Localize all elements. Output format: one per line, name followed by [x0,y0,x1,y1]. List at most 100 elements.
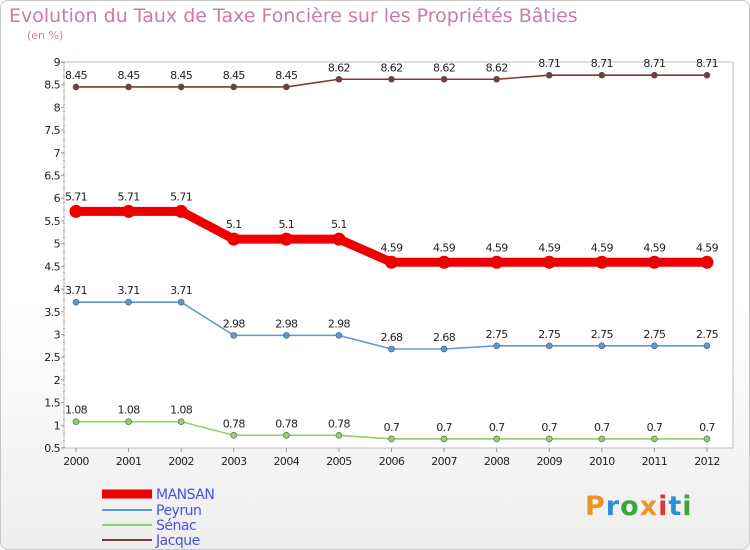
data-label: 1.08 [170,404,193,417]
data-point [703,342,711,350]
proxiti-logo: Proxiti [585,491,693,522]
y-tick-label: 0.5 [44,442,60,455]
legend-label: Peyrun [156,503,201,519]
data-label: 8.62 [380,61,402,74]
y-tick-label: 5 [54,238,61,251]
logo-letter: x [639,491,659,522]
y-tick-label: 7.5 [44,124,60,137]
data-point [545,71,553,79]
logo-letter: r [605,491,621,522]
data-label: 8.71 [643,57,665,70]
data-point [440,75,448,83]
data-point [703,435,711,443]
x-tick-label: 2005 [326,455,352,468]
legend-label: MANSAN [156,487,214,503]
x-tick-label: 2000 [63,455,89,468]
data-label: 0.7 [384,421,400,434]
data-label: 8.45 [275,69,298,82]
data-label: 0.7 [647,421,663,434]
data-label: 0.78 [223,417,246,430]
data-label: 0.7 [594,421,610,434]
data-point [542,255,556,269]
data-label: 5.1 [278,218,294,231]
logo-letter: o [620,491,640,522]
data-label: 2.75 [486,328,509,341]
y-tick-label: 4.5 [44,260,60,273]
y-tick-label: 2.5 [44,351,60,364]
data-point [700,255,714,269]
data-label: 2.75 [591,328,614,341]
x-tick-label: 2009 [536,455,562,468]
x-tick-label: 2004 [274,455,300,468]
data-point [388,435,395,443]
y-tick-label: 1.5 [44,397,60,410]
y-tick-label: 2 [54,374,60,387]
plot-area [63,61,734,449]
data-label: 2.98 [275,317,298,330]
data-point [595,255,609,269]
data-point [177,83,185,91]
data-label: 5.71 [170,190,192,203]
data-point [177,298,185,306]
data-label: 4.59 [643,241,666,254]
x-tick-label: 2010 [589,455,615,468]
data-label: 8.71 [696,57,718,70]
x-tick-label: 2011 [642,455,668,468]
data-point [283,332,290,339]
data-point [651,71,658,79]
data-label: 4.59 [696,241,719,254]
data-point [647,255,661,269]
data-label: 8.71 [538,57,560,70]
legend-label: Jacque [155,533,200,549]
data-label: 0.7 [489,421,505,434]
data-point [279,232,293,246]
data-point [335,75,343,83]
data-point [335,431,343,439]
data-point [125,83,132,91]
data-point [493,342,500,350]
data-point [440,345,448,353]
data-label: 2.68 [380,331,403,344]
data-point [651,342,658,350]
data-label: 8.45 [118,69,141,82]
data-point [545,435,553,443]
data-label: 3.71 [170,284,192,297]
legend-label: Sénac [156,518,196,534]
data-label: 4.59 [486,241,509,254]
data-label: 0.7 [541,421,557,434]
y-tick-label: 6.5 [44,170,60,183]
data-point [545,342,553,350]
data-point [703,71,711,79]
data-label: 8.62 [328,61,350,74]
x-tick-label: 2008 [484,455,510,468]
y-tick-label: 3.5 [44,306,60,319]
y-tick-label: 9 [54,56,61,69]
data-label: 3.71 [118,284,140,297]
data-point [230,332,238,339]
data-point [651,435,658,443]
data-label: 4.59 [433,241,456,254]
data-label: 5.71 [118,190,140,203]
y-tick-label: 4 [54,283,61,296]
data-label: 8.62 [433,61,455,74]
logo-letter: i [658,491,669,522]
x-tick-label: 2012 [694,455,720,468]
y-tick-label: 6 [54,192,61,205]
data-point [283,431,290,439]
data-point [125,418,132,425]
data-point [332,232,346,246]
data-point [227,232,241,246]
data-point [598,435,606,443]
data-label: 1.08 [118,404,141,417]
data-label: 4.59 [380,241,403,254]
data-point [125,298,132,306]
data-label: 2.98 [223,317,246,330]
data-label: 2.68 [433,331,456,344]
data-label: 0.78 [275,417,298,430]
x-tick-label: 2003 [221,455,247,468]
data-point [598,342,606,350]
data-point [493,75,500,83]
y-tick-label: 5.5 [44,215,60,228]
logo-letter: t [668,491,683,522]
x-tick-label: 2002 [168,455,194,468]
